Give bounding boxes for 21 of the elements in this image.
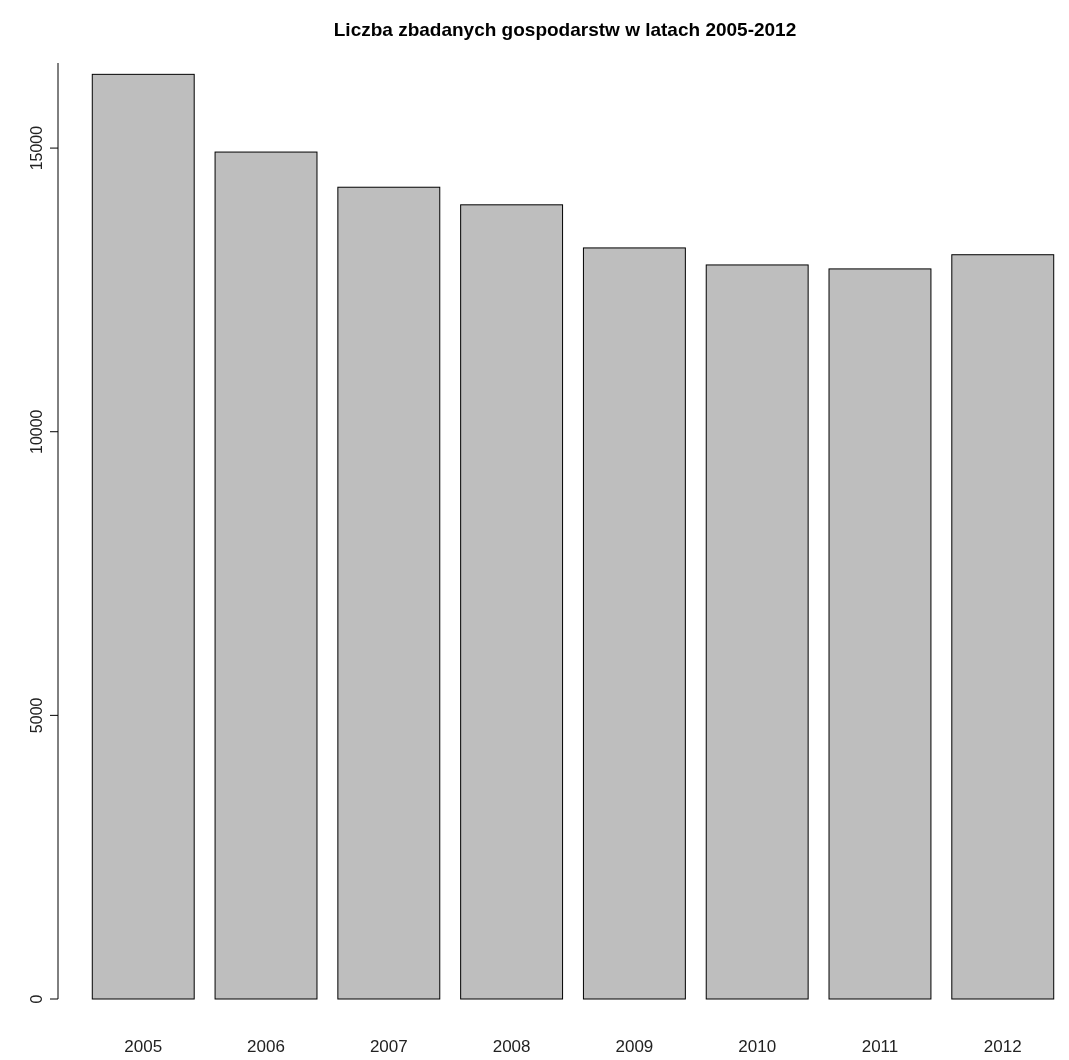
x-tick-label: 2007: [369, 1037, 408, 1056]
bar: [214, 151, 318, 1000]
y-tick-label: 0: [28, 994, 45, 1004]
x-tick-label: 2010: [738, 1037, 777, 1056]
bar: [91, 73, 195, 1000]
y-tick-label: 10000: [28, 409, 45, 454]
x-tick-label: 2008: [492, 1037, 531, 1056]
bar: [337, 186, 441, 1000]
bar: [828, 268, 932, 1000]
x-tick-label: 2005: [124, 1037, 163, 1056]
x-tick-label: 2012: [983, 1037, 1022, 1056]
bar: [705, 264, 809, 1000]
bar: [582, 247, 686, 1000]
x-tick-label: 2009: [615, 1037, 654, 1056]
y-tick-label: 15000: [28, 125, 45, 171]
x-tick-label: 2006: [247, 1037, 285, 1056]
chart-title: Liczba zbadanych gospodarstw w latach 2005-2012: [333, 19, 797, 40]
bar: [460, 204, 564, 1000]
bar: [951, 254, 1055, 1000]
x-tick-label: 2011: [861, 1037, 899, 1056]
y-tick-label: 5000: [28, 697, 45, 734]
